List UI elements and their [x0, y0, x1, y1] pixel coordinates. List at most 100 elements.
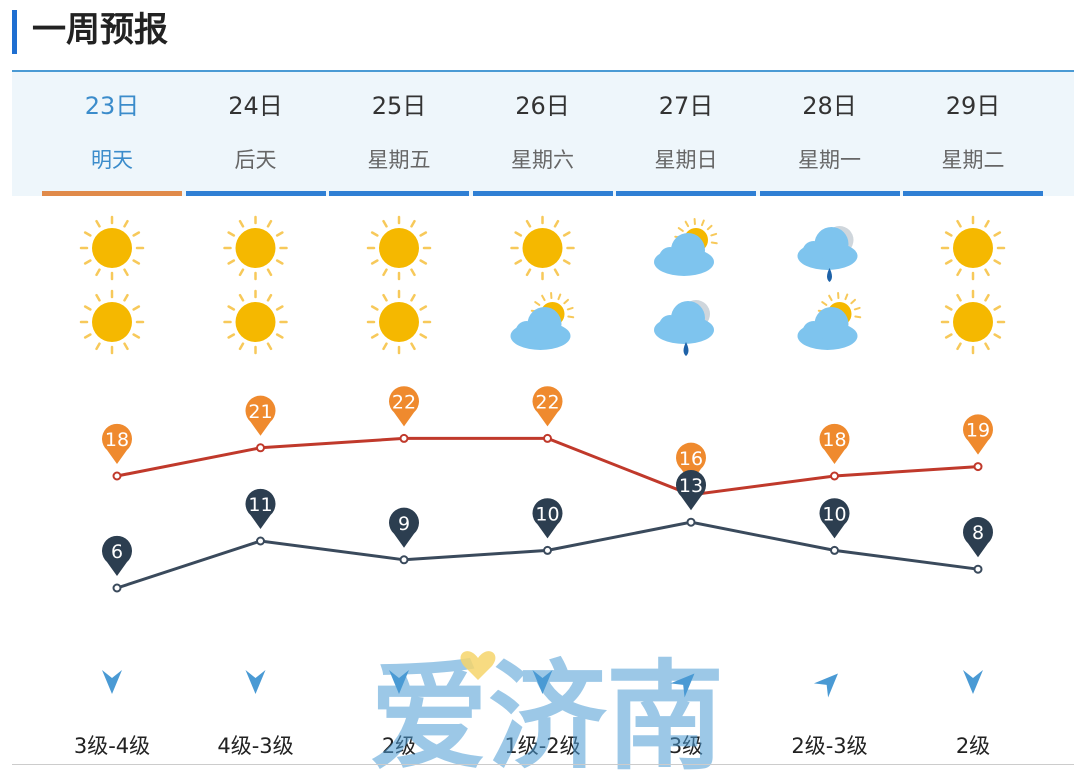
high-temp-marker-3: 22 — [532, 386, 563, 427]
wind-level-4: 3级 — [668, 734, 704, 758]
day-weather-icon-3 — [510, 215, 575, 281]
tab-day-6[interactable]: 29日 星期二 — [903, 72, 1043, 196]
high-temp-marker-4: 16 — [676, 442, 707, 483]
tab-date: 28日 — [802, 92, 857, 120]
high-temp-label-5: 18 — [822, 429, 846, 451]
wind-direction-icon-3 — [532, 670, 553, 694]
tab-underline — [759, 191, 900, 196]
tab-date: 27日 — [658, 92, 714, 120]
high-temp-label-6: 19 — [966, 420, 990, 442]
tab-underline — [329, 191, 469, 196]
tab-weekday: 星期二 — [941, 148, 1005, 172]
high-temp-point-1 — [256, 443, 265, 453]
high-temp-marker-2: 22 — [389, 386, 420, 427]
tab-underline — [903, 191, 1043, 196]
low-temp-marker-5: 10 — [819, 498, 850, 539]
low-temp-marker-2: 9 — [389, 507, 420, 548]
night-weather-icon-0 — [79, 289, 145, 355]
high-temp-label-0: 18 — [105, 429, 129, 451]
wind-level-2: 2级 — [381, 734, 417, 758]
night-weather-icon-1 — [223, 289, 288, 355]
night-weather-icon-4 — [654, 300, 714, 356]
tab-weekday: 星期六 — [511, 148, 574, 172]
low-temp-label-1: 11 — [248, 494, 272, 516]
wind-direction-icon-2 — [389, 670, 409, 694]
high-temp-label-4: 16 — [679, 448, 703, 470]
tab-day-0[interactable]: 23日 明天 — [42, 72, 182, 196]
tab-date: 29日 — [945, 92, 1001, 120]
tab-weekday: 星期一 — [798, 148, 861, 172]
low-temp-label-3: 10 — [535, 503, 559, 525]
wind-level-1: 4级-3级 — [217, 734, 294, 758]
tab-date: 26日 — [515, 92, 570, 120]
tab-date: 25日 — [371, 92, 427, 120]
high-temp-point-2 — [399, 433, 409, 443]
watermark-text: 爱济南 — [370, 648, 720, 770]
low-temp-point-0 — [112, 583, 122, 593]
low-temp-label-6: 8 — [972, 522, 984, 544]
high-temp-label-2: 22 — [392, 391, 416, 413]
low-temp-marker-4: 13 — [676, 470, 707, 511]
tab-weekday: 明天 — [91, 148, 133, 172]
day-weather-icon-0 — [79, 215, 145, 281]
low-temp-label-4: 13 — [679, 475, 703, 497]
night-weather-icon-3 — [510, 292, 575, 350]
wind-direction-icon-5 — [813, 673, 838, 698]
wind-direction-icon-4 — [670, 673, 695, 698]
tab-underline — [185, 191, 326, 196]
tab-underline — [42, 191, 182, 196]
wind-level-5: 2级-3级 — [791, 734, 868, 758]
high-temp-marker-0: 18 — [102, 423, 132, 464]
high-temp-point-0 — [112, 471, 122, 481]
high-temp-point-6 — [973, 462, 983, 472]
wind-level-0: 3级-4级 — [73, 734, 151, 758]
low-temp-marker-1: 11 — [245, 488, 276, 529]
low-temp-marker-0: 6 — [102, 535, 132, 576]
day-weather-icon-4 — [654, 218, 718, 276]
low-temp-label-0: 6 — [111, 541, 123, 563]
low-temp-label-5: 10 — [822, 503, 846, 525]
low-temp-point-1 — [256, 536, 265, 546]
low-temp-label-2: 9 — [398, 513, 410, 535]
low-temp-point-2 — [399, 555, 409, 565]
tab-weekday: 星期日 — [654, 148, 718, 172]
low-temp-point-3 — [543, 545, 552, 555]
low-temp-point-6 — [973, 564, 983, 574]
high-temp-marker-6: 19 — [963, 414, 994, 455]
day-weather-icon-1 — [223, 215, 288, 281]
low-temp-marker-3: 10 — [532, 498, 563, 539]
tab-date: 23日 — [84, 92, 140, 120]
tab-weekday: 星期五 — [367, 148, 431, 172]
watermark-logo: 爱济南 — [370, 648, 720, 770]
low-temp-point-4 — [686, 517, 696, 527]
title-accent-bar — [12, 10, 17, 54]
night-weather-icon-5 — [797, 292, 862, 350]
wind-direction-icon-0 — [102, 670, 122, 694]
high-temp-label-1: 21 — [248, 401, 272, 423]
low-temp-point-5 — [830, 545, 839, 555]
high-temp-point-3 — [543, 433, 552, 443]
tab-day-1[interactable]: 24日 后天 — [185, 72, 326, 196]
high-temp-marker-5: 18 — [819, 423, 850, 464]
wind-direction-icon-1 — [245, 670, 266, 694]
page-title: 一周预报 — [32, 10, 168, 50]
night-weather-icon-6 — [940, 289, 1006, 355]
tab-underline — [472, 191, 613, 196]
high-temp-line — [116, 436, 979, 497]
tab-underline — [616, 191, 756, 196]
tab-day-2[interactable]: 25日 星期五 — [329, 72, 469, 196]
tab-day-4[interactable]: 27日 星期日 — [616, 72, 756, 196]
tab-date: 24日 — [228, 92, 283, 120]
tab-day-5[interactable]: 28日 星期一 — [759, 72, 900, 196]
high-temp-marker-1: 21 — [245, 395, 276, 436]
day-weather-icon-2 — [366, 215, 432, 281]
bottom-divider — [12, 764, 1074, 765]
wind-level-6: 2级 — [955, 734, 991, 758]
high-temp-point-5 — [830, 471, 839, 481]
tab-day-3[interactable]: 26日 星期六 — [472, 72, 613, 196]
night-weather-icon-2 — [366, 289, 432, 355]
day-weather-icon-6 — [940, 215, 1006, 281]
wind-direction-icon-6 — [963, 670, 983, 694]
wind-level-3: 1级-2级 — [504, 734, 581, 758]
